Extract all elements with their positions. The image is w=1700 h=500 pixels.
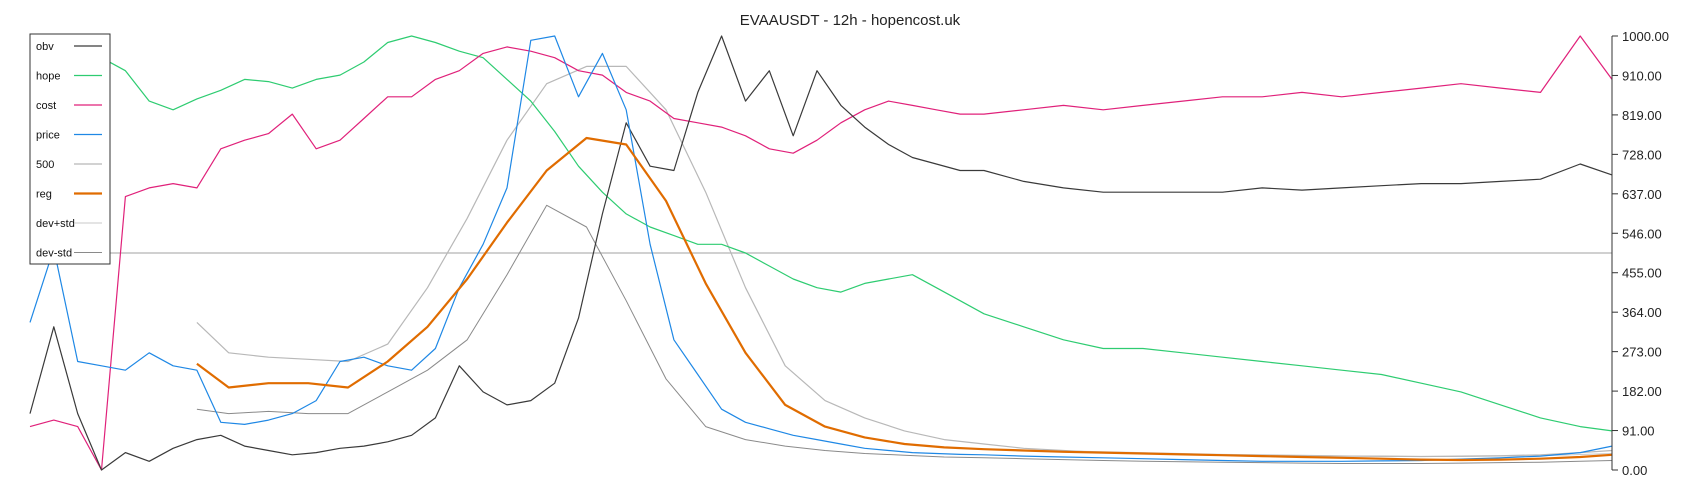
y-axis: 0.00 91.00 182.00 273.00 364.00 455.00 546.00 6… bbox=[1611, 29, 1669, 478]
legend-label: 500 bbox=[36, 159, 54, 171]
series-line-obv bbox=[29, 35, 1613, 471]
legend-label: obv bbox=[36, 41, 54, 53]
series-line-price bbox=[29, 35, 1613, 462]
series-line-dev-std bbox=[196, 204, 1613, 464]
series-line-hope bbox=[29, 35, 1613, 432]
legend-label: price bbox=[36, 130, 60, 142]
series-line-500 bbox=[196, 65, 1613, 458]
y-tick-label: 910.00 bbox=[1622, 68, 1662, 83]
legend-label: reg bbox=[36, 189, 52, 201]
legend-label: dev-std bbox=[36, 248, 72, 260]
y-tick-label: 728.00 bbox=[1622, 147, 1662, 162]
y-tick-label: 455.00 bbox=[1622, 266, 1662, 281]
y-tick-label: 637.00 bbox=[1622, 187, 1662, 202]
y-tick-label: 91.00 bbox=[1622, 424, 1655, 439]
y-tick-label: 819.00 bbox=[1622, 108, 1662, 123]
series-line-cost bbox=[29, 35, 1613, 471]
legend: obv hope cost price 500 reg dev+std dev-std bbox=[29, 33, 111, 265]
chart-title: EVAAUSDT - 12h - hopencost.uk bbox=[740, 12, 961, 29]
legend-box bbox=[29, 33, 111, 265]
y-tick-label: 273.00 bbox=[1622, 345, 1662, 360]
y-tick-label: 0.00 bbox=[1622, 463, 1647, 478]
y-tick-label: 182.00 bbox=[1622, 384, 1662, 399]
plot-lines bbox=[29, 35, 1613, 471]
legend-label: cost bbox=[36, 100, 56, 112]
series-line-reg bbox=[196, 136, 1613, 462]
legend-label: hope bbox=[36, 71, 60, 83]
y-tick-label: 1000.00 bbox=[1622, 29, 1669, 44]
legend-label: dev+std bbox=[36, 218, 75, 230]
y-tick-label: 364.00 bbox=[1622, 305, 1662, 320]
y-tick-label: 546.00 bbox=[1622, 226, 1662, 241]
